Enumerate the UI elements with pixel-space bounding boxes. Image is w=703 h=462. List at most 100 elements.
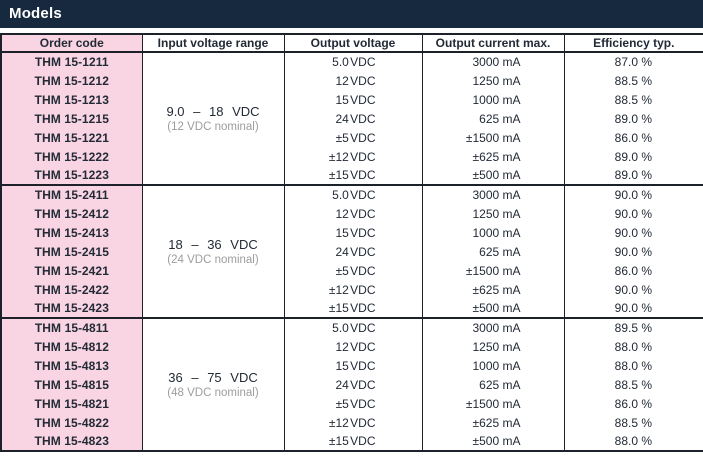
output-current-cell: ±625 mA [421, 280, 564, 299]
input-range-nominal: (24 VDC nominal) [167, 254, 259, 266]
efficiency-cell: 90.0 % [563, 184, 703, 204]
output-voltage-cell: ±15 VDC [283, 166, 422, 185]
efficiency-cell: 87.0 % [563, 51, 703, 71]
table-row: THM 15-2422 ±12 VDC ±625 mA 90.0 % [1, 280, 703, 299]
output-voltage-cell: ±5 VDC [283, 128, 422, 147]
table-row: THM 15-1212 12 VDC 1250 mA 88.5 % [1, 71, 703, 90]
order-code-cell: THM 15-1223 [1, 166, 142, 185]
efficiency-cell: 88.0 % [563, 432, 703, 451]
output-voltage-cell: ±15 VDC [283, 299, 422, 318]
output-current-cell: 1000 mA [421, 223, 564, 242]
output-current-cell: 3000 mA [421, 51, 564, 71]
input-range-nominal: (48 VDC nominal) [167, 387, 259, 399]
output-voltage-cell: 5.0 VDC [283, 184, 422, 204]
efficiency-cell: 88.0 % [563, 337, 703, 356]
order-code-cell: THM 15-4815 [1, 375, 142, 394]
efficiency-cell: 90.0 % [563, 223, 703, 242]
header-row: Order code Input voltage range Output vo… [1, 34, 703, 53]
order-code-cell: THM 15-2422 [1, 280, 142, 299]
header-output-current-max: Output current max. [421, 34, 564, 53]
input-range-nominal: (12 VDC nominal) [167, 121, 259, 133]
efficiency-cell: 88.0 % [563, 356, 703, 375]
order-code-cell: THM 15-1213 [1, 90, 142, 109]
efficiency-cell: 88.5 % [563, 413, 703, 432]
output-current-cell: ±500 mA [421, 299, 564, 318]
table-row: THM 15-2423 ±15 VDC ±500 mA 90.0 % [1, 299, 703, 318]
model-group-24v: THM 15-2411 18 – 36 VDC (24 VDC nominal)… [1, 184, 703, 318]
efficiency-cell: 89.0 % [563, 166, 703, 185]
table-row: THM 15-4821 ±5 VDC ±1500 mA 86.0 % [1, 394, 703, 413]
order-code-cell: THM 15-2412 [1, 204, 142, 223]
table-row: THM 15-2412 12 VDC 1250 mA 90.0 % [1, 204, 703, 223]
efficiency-cell: 86.0 % [563, 128, 703, 147]
output-current-cell: 1250 mA [421, 337, 564, 356]
order-code-cell: THM 15-4813 [1, 356, 142, 375]
order-code-cell: THM 15-4823 [1, 432, 142, 451]
table-row: THM 15-2411 18 – 36 VDC (24 VDC nominal)… [1, 184, 703, 318]
input-range-cell: 9.0 – 18 VDC (12 VDC nominal) [141, 51, 284, 185]
header-order-code: Order code [1, 34, 142, 53]
output-voltage-cell: 12 VDC [283, 204, 422, 223]
order-code-cell: THM 15-2411 [1, 184, 142, 204]
model-group-48v: THM 15-4811 36 – 75 VDC (48 VDC nominal)… [1, 317, 703, 451]
output-voltage-cell: 5.0 VDC [283, 51, 422, 71]
output-voltage-cell: 24 VDC [283, 242, 422, 261]
input-range-cell: 36 – 75 VDC (48 VDC nominal) [141, 317, 284, 451]
output-voltage-cell: 15 VDC [283, 356, 422, 375]
table-row: THM 15-1223 ±15 VDC ±500 mA 89.0 % [1, 166, 703, 185]
input-range-value: 36 – 75 VDC [168, 370, 258, 385]
efficiency-cell: 88.5 % [563, 71, 703, 90]
order-code-cell: THM 15-1211 [1, 51, 142, 71]
table-row: THM 15-2413 15 VDC 1000 mA 90.0 % [1, 223, 703, 242]
efficiency-cell: 89.0 % [563, 147, 703, 166]
header-efficiency-typ: Efficiency typ. [563, 34, 703, 53]
output-voltage-cell: ±12 VDC [283, 147, 422, 166]
table-row: THM 15-4811 36 – 75 VDC (48 VDC nominal)… [1, 317, 703, 451]
model-group-12v: THM 15-1211 9.0 – 18 VDC (12 VDC nominal… [1, 51, 703, 185]
output-voltage-cell: 24 VDC [283, 109, 422, 128]
table-row: THM 15-1222 ±12 VDC ±625 mA 89.0 % [1, 147, 703, 166]
table-row: THM 15-2415 24 VDC 625 mA 90.0 % [1, 242, 703, 261]
output-voltage-cell: ±15 VDC [283, 432, 422, 451]
output-voltage-cell: ±12 VDC [283, 413, 422, 432]
output-voltage-cell: 15 VDC [283, 223, 422, 242]
order-code-cell: THM 15-1212 [1, 71, 142, 90]
efficiency-cell: 88.5 % [563, 90, 703, 109]
efficiency-cell: 89.5 % [563, 317, 703, 337]
output-voltage-cell: 5.0 VDC [283, 317, 422, 337]
output-voltage-cell: ±5 VDC [283, 261, 422, 280]
order-code-cell: THM 15-4811 [1, 317, 142, 337]
efficiency-cell: 86.0 % [563, 261, 703, 280]
output-current-cell: ±500 mA [421, 432, 564, 451]
table-row: THM 15-1211 9.0 – 18 VDC (12 VDC nominal… [1, 51, 703, 185]
input-range-value: 9.0 – 18 VDC [166, 104, 260, 119]
table-row: THM 15-4813 15 VDC 1000 mA 88.0 % [1, 356, 703, 375]
efficiency-cell: 90.0 % [563, 280, 703, 299]
order-code-cell: THM 15-4812 [1, 337, 142, 356]
output-current-cell: ±1500 mA [421, 261, 564, 280]
output-current-cell: 625 mA [421, 242, 564, 261]
output-current-cell: 3000 mA [421, 317, 564, 337]
table-row: THM 15-4823 ±15 VDC ±500 mA 88.0 % [1, 432, 703, 451]
section-title: Models [0, 0, 703, 28]
output-current-cell: 1250 mA [421, 71, 564, 90]
models-table: Order code Input voltage range Output vo… [0, 33, 703, 452]
output-current-cell: 1000 mA [421, 90, 564, 109]
table-row: THM 15-4822 ±12 VDC ±625 mA 88.5 % [1, 413, 703, 432]
output-current-cell: 1000 mA [421, 356, 564, 375]
table-row: THM 15-4812 12 VDC 1250 mA 88.0 % [1, 337, 703, 356]
table-row: THM 15-1213 15 VDC 1000 mA 88.5 % [1, 90, 703, 109]
order-code-cell: THM 15-1221 [1, 128, 142, 147]
efficiency-cell: 90.0 % [563, 242, 703, 261]
order-code-cell: THM 15-2415 [1, 242, 142, 261]
efficiency-cell: 88.5 % [563, 375, 703, 394]
output-current-cell: ±1500 mA [421, 128, 564, 147]
order-code-cell: THM 15-2423 [1, 299, 142, 318]
header-input-voltage-range: Input voltage range [141, 34, 284, 53]
output-current-cell: ±1500 mA [421, 394, 564, 413]
output-current-cell: ±500 mA [421, 166, 564, 185]
output-current-cell: 1250 mA [421, 204, 564, 223]
output-voltage-cell: 12 VDC [283, 337, 422, 356]
table-row: THM 15-2421 ±5 VDC ±1500 mA 86.0 % [1, 261, 703, 280]
output-current-cell: 625 mA [421, 109, 564, 128]
